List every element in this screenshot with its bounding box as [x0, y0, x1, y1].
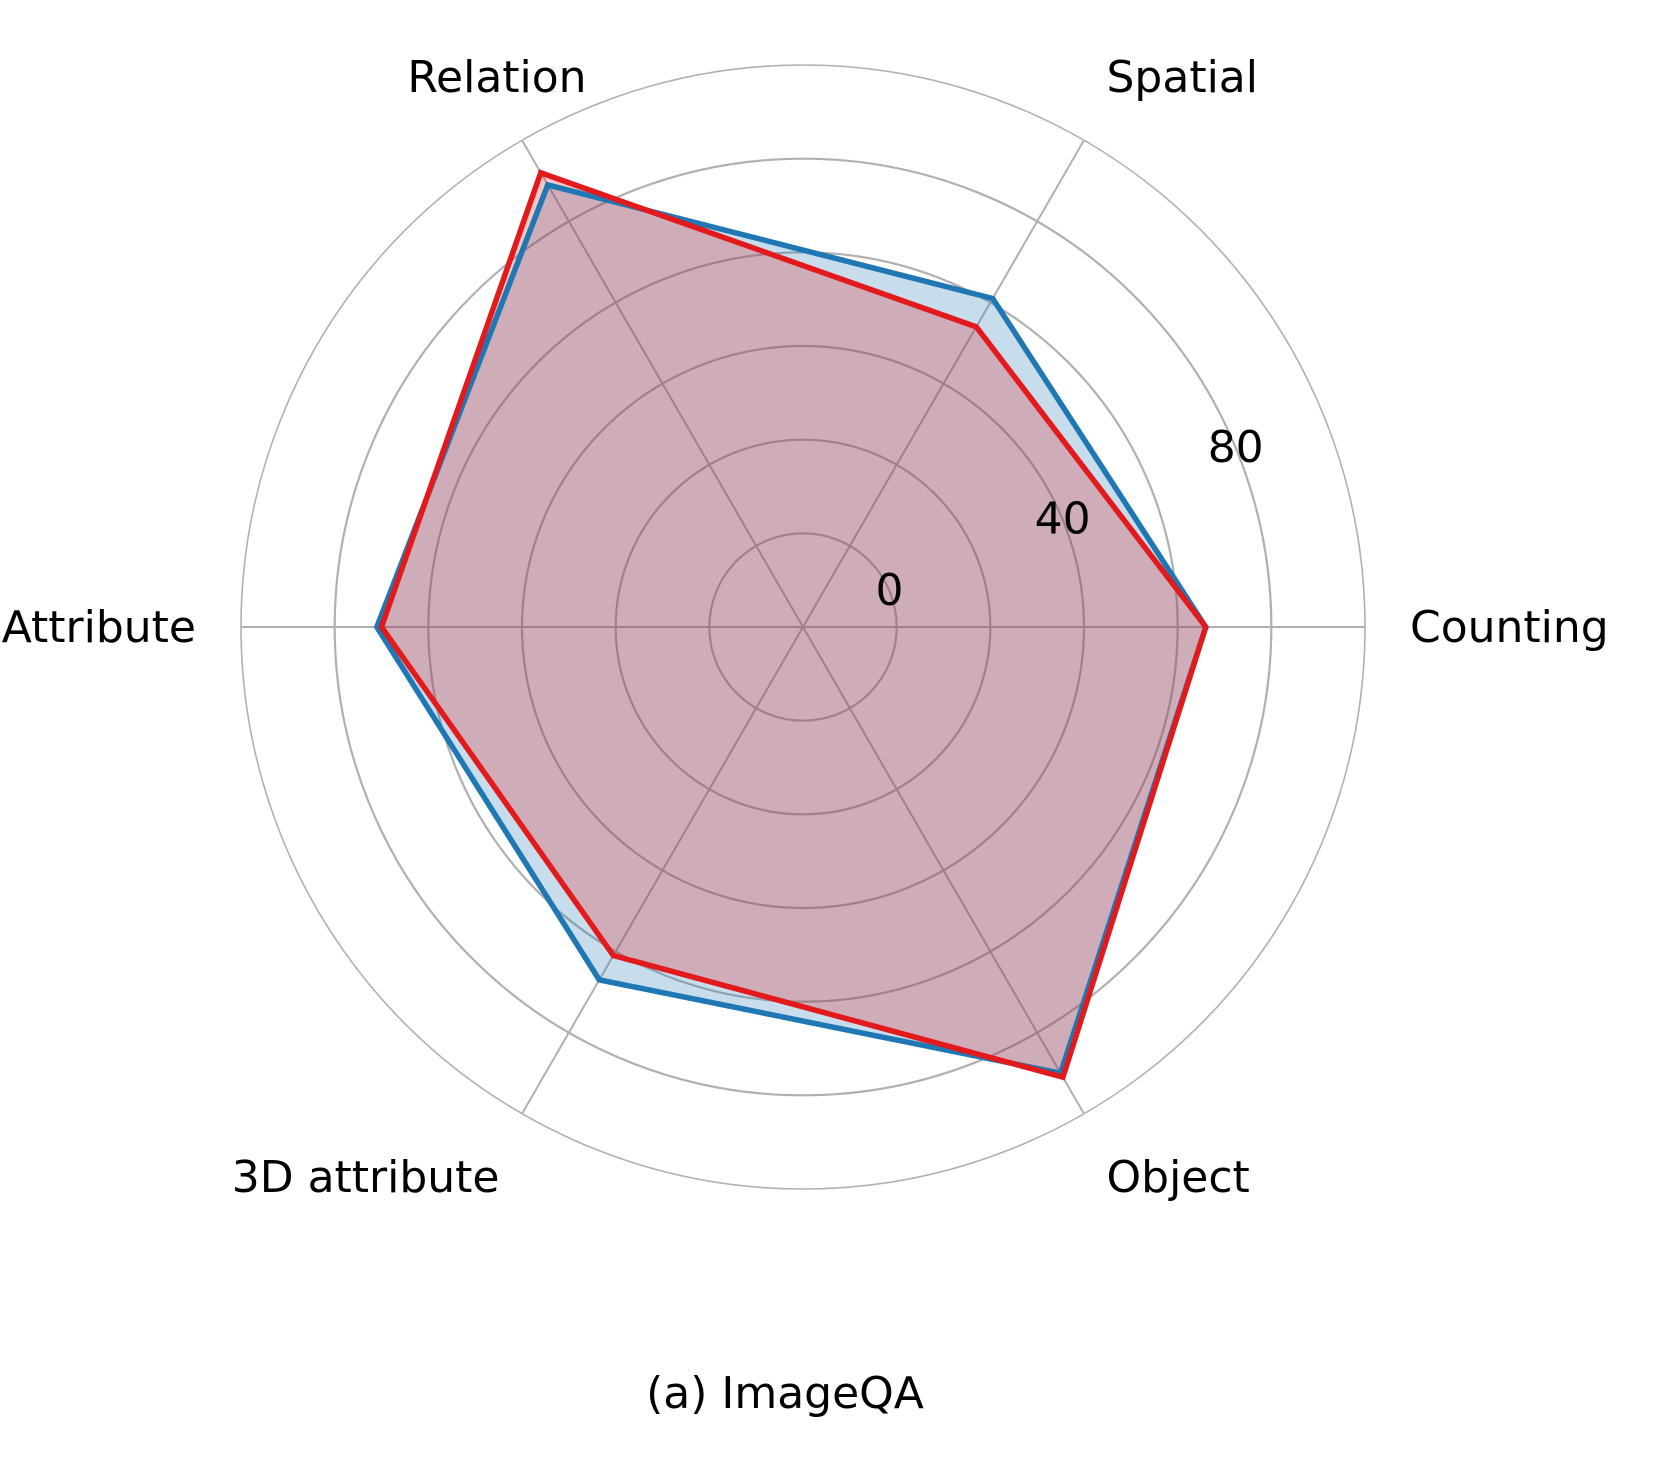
spoke-3d-attribute — [521, 626, 804, 1115]
category-label-counting: Counting — [1410, 602, 1609, 653]
category-label-object: Object — [1107, 1152, 1250, 1203]
radial-tick-label: 80 — [1208, 422, 1264, 473]
radial-tick-layer: 0 40 80 — [876, 422, 1264, 616]
radial-tick-label: 40 — [1035, 494, 1091, 545]
category-label-3d-attribute: 3D attribute — [232, 1152, 500, 1203]
grid-layer — [240, 64, 1366, 1190]
category-label-attribute: Attribute — [2, 602, 196, 653]
series-2-area — [381, 172, 1206, 1078]
spoke-spatial — [802, 139, 1085, 628]
series-1-line — [373, 181, 1209, 1077]
series-1-area — [376, 184, 1206, 1074]
chart-caption: (a) ImageQA — [646, 1368, 924, 1419]
series-layer — [373, 169, 1209, 1081]
spoke-object — [802, 626, 1085, 1115]
radial-tick-label: 0 — [876, 565, 904, 616]
category-label-layer: Counting Spatial Relation Attribute 3D attri… — [2, 52, 1609, 1203]
category-label-relation: Relation — [407, 52, 586, 103]
category-label-spatial: Spatial — [1107, 52, 1259, 103]
series-2-line — [378, 169, 1209, 1081]
spoke-relation — [521, 139, 804, 628]
